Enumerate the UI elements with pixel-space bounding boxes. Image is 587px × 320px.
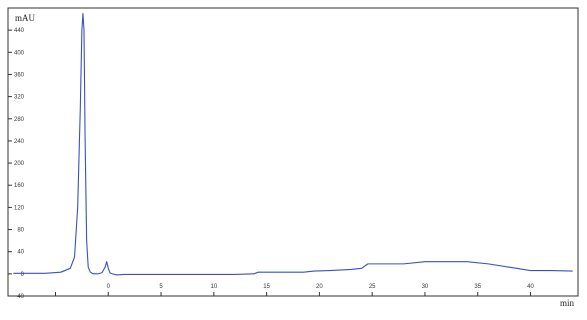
y-tick-label: 120 bbox=[14, 205, 25, 211]
signal-trace bbox=[13, 12, 573, 276]
x-tick-label: 15 bbox=[263, 284, 270, 290]
y-tick-label: 240 bbox=[14, 139, 25, 145]
x-axis-label: min bbox=[560, 298, 575, 308]
x-tick-label: 5 bbox=[159, 284, 163, 290]
y-tick-label: 40 bbox=[17, 250, 24, 256]
y-tick-label: 160 bbox=[14, 183, 25, 189]
y-tick-label: 320 bbox=[14, 95, 25, 101]
axis-ticks: -40 0 40 80 120 160 200 240 280 320 360 400 440 0 5 10 1… bbox=[8, 28, 534, 300]
x-tick-label: 10 bbox=[210, 284, 217, 290]
x-tick-label: 20 bbox=[316, 284, 323, 290]
y-tick-label: 0 bbox=[21, 272, 25, 278]
y-tick-label: 80 bbox=[17, 228, 24, 234]
y-tick-label: 400 bbox=[14, 50, 25, 56]
plot-frame bbox=[7, 7, 579, 297]
y-tick-label: 440 bbox=[14, 28, 25, 34]
y-tick-label: 280 bbox=[14, 117, 25, 123]
x-tick-label: 25 bbox=[369, 284, 376, 290]
x-tick-label: 35 bbox=[474, 284, 481, 290]
x-tick-label: 40 bbox=[527, 284, 534, 290]
y-tick-label: 360 bbox=[14, 72, 25, 78]
x-tick-label: 30 bbox=[422, 284, 429, 290]
y-axis-label: mAU bbox=[15, 13, 36, 23]
y-tick-label: 200 bbox=[14, 161, 25, 167]
y-tick-label: -40 bbox=[15, 294, 24, 300]
x-tick-label: 0 bbox=[107, 284, 111, 290]
